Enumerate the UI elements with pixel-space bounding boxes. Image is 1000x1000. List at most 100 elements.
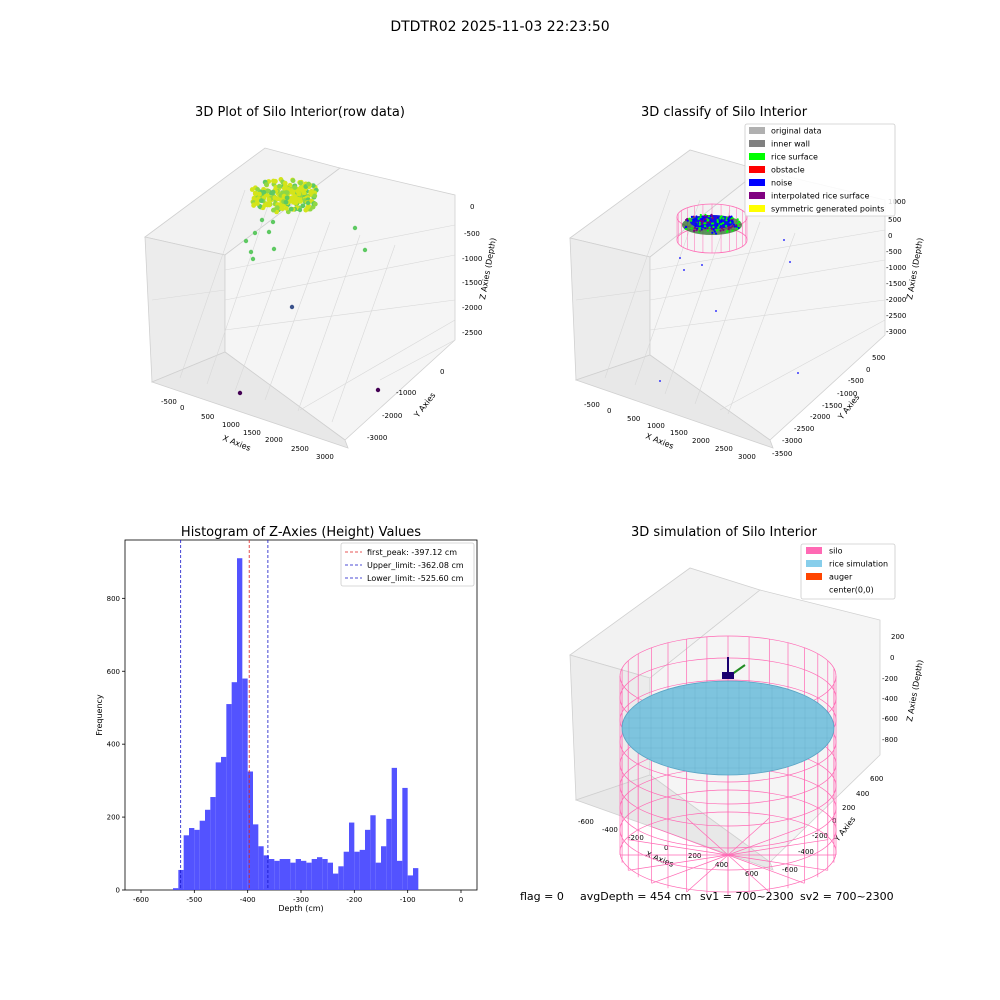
- classify-point: [695, 215, 698, 218]
- histogram-bar: [210, 797, 216, 890]
- classify-point: [731, 229, 734, 232]
- classify-3d-title: 3D classify of Silo Interior: [641, 105, 808, 120]
- histogram-bar: [306, 862, 312, 890]
- classify-point: [699, 219, 702, 223]
- histogram-bar: [407, 875, 413, 890]
- classify-point: [727, 219, 731, 223]
- classify-point: [707, 215, 711, 218]
- cls-z-tick: 1000: [888, 198, 906, 206]
- raw-point: [375, 387, 381, 393]
- classify-point: [737, 224, 740, 228]
- histogram-bar: [397, 860, 403, 890]
- panel-classify-3d: 3D classify of Silo Interior -500 0 500 …: [569, 105, 925, 461]
- histogram-bar: [359, 849, 365, 890]
- classify-noise-point: [789, 261, 791, 263]
- cls-x-tick: -500: [584, 401, 600, 409]
- raw-3d-zlabel: Z Axies (Depth): [478, 237, 498, 300]
- cls-y-tick: 0: [866, 366, 870, 374]
- sim-x-tick: -600: [578, 818, 594, 826]
- sim-y-tick: -200: [812, 832, 828, 840]
- classify-point: [708, 221, 711, 224]
- classify-point: [695, 228, 698, 232]
- raw-point: [243, 238, 249, 244]
- raw-point: [296, 191, 302, 197]
- histogram-x-tick-label: -600: [133, 896, 149, 904]
- raw-point: [255, 187, 260, 192]
- raw-point: [300, 203, 306, 209]
- histogram-bar: [354, 851, 360, 890]
- panel-histogram: Histogram of Z-Axies (Height) Values -60…: [95, 525, 478, 913]
- raw-3d-title: 3D Plot of Silo Interior(row data): [195, 105, 405, 120]
- raw-point: [250, 256, 256, 262]
- classify-3d-zlabel: Z Axies (Depth): [905, 237, 925, 300]
- histogram-y-ticks: 0 200 400 600 800: [107, 595, 125, 895]
- classify-noise-point: [715, 310, 717, 312]
- classify-point: [722, 217, 725, 220]
- raw-point: [270, 219, 276, 225]
- histogram-x-ticks: -600 -500 -400 -300 -200 -100 0: [133, 890, 463, 904]
- histogram-ylabel: Frequency: [95, 694, 104, 736]
- status-line: flag = 0 avgDepth = 454 cm sv1 = 700~230…: [520, 890, 894, 903]
- sim-x-tick: -400: [602, 826, 618, 834]
- simulation-legend-swatch: [806, 547, 822, 554]
- raw-point: [273, 178, 278, 184]
- histogram-bar: [194, 829, 200, 890]
- cls-x-tick: 2000: [692, 437, 710, 445]
- classify-point: [714, 232, 718, 235]
- classify-point: [733, 225, 736, 228]
- classify-legend-label: rice surface: [771, 153, 818, 162]
- histogram-legend-label: Upper_limit: -362.08 cm: [367, 561, 464, 570]
- raw-point: [312, 193, 318, 199]
- histogram-bar: [247, 771, 253, 890]
- classify-point: [720, 215, 723, 218]
- sim-y-tick: -600: [782, 866, 798, 874]
- histogram-x-tick-label: -500: [186, 896, 202, 904]
- classify-point: [725, 219, 728, 222]
- histogram-bar: [269, 859, 275, 890]
- cls-y-tick: 500: [872, 354, 885, 362]
- raw-point: [274, 205, 280, 211]
- classify-point: [686, 219, 689, 222]
- simulation-legend-label: auger: [829, 573, 853, 582]
- classify-point: [707, 219, 710, 222]
- histogram-bar: [375, 862, 381, 890]
- raw-3d-x-ticks: -500 0 500 1000 1500 2000 2500 3000: [161, 398, 334, 461]
- raw-point: [306, 181, 312, 187]
- classify-legend-label: noise: [771, 179, 792, 188]
- simulation-legend-swatch: [806, 560, 822, 567]
- histogram-bar: [381, 846, 387, 890]
- histogram-legend-label: Lower_limit: -525.60 cm: [367, 574, 464, 583]
- classify-point: [727, 218, 730, 221]
- raw-3d-y-ticks: 0 -1000 -2000 -3000: [367, 368, 444, 442]
- classify-point: [688, 217, 691, 220]
- classify-point: [736, 222, 739, 225]
- histogram-bar: [285, 859, 291, 890]
- sim-z-tick: 0: [890, 654, 894, 662]
- raw-point: [290, 178, 296, 184]
- classify-legend-swatch: [749, 166, 765, 173]
- histogram-bar: [402, 787, 408, 890]
- classify-point: [720, 222, 723, 226]
- histogram-y-tick-label: 800: [107, 595, 120, 603]
- classify-point: [711, 217, 714, 220]
- classify-legend-swatch: [749, 205, 765, 212]
- raw-point: [249, 187, 255, 192]
- classify-point: [732, 223, 736, 226]
- classify-point: [731, 225, 734, 228]
- classify-noise-point: [679, 257, 681, 259]
- sim-x-tick: 400: [715, 861, 728, 869]
- raw-point: [251, 202, 257, 208]
- histogram-bar: [311, 859, 317, 890]
- classify-point: [698, 223, 701, 226]
- classify-noise-point: [659, 380, 661, 382]
- classify-point: [719, 217, 722, 220]
- histogram-bar: [370, 815, 376, 890]
- classify-point: [722, 228, 725, 232]
- classify-point: [695, 217, 698, 221]
- panel-raw-3d: 3D Plot of Silo Interior(row data) -500 …: [144, 105, 498, 461]
- raw-x-tick: 0: [180, 404, 184, 412]
- raw-y-tick: -3000: [367, 434, 387, 442]
- histogram-bar: [199, 820, 205, 890]
- simulation-silo-wireframe: [619, 635, 837, 895]
- classify-point: [693, 226, 697, 229]
